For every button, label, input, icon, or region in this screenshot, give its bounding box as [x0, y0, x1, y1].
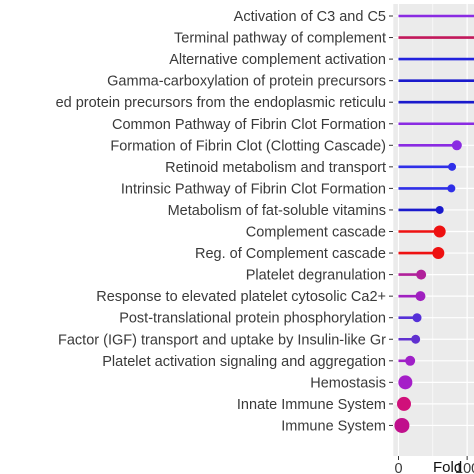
point — [451, 140, 462, 151]
point — [447, 184, 456, 193]
point — [416, 269, 427, 280]
point — [405, 355, 416, 366]
x-tick-label: 100 — [455, 461, 474, 474]
x-axis-title: Fold — [433, 459, 462, 474]
point — [433, 225, 446, 238]
y-axis-ticks — [389, 15, 393, 426]
category-label: Activation of C3 and C5 — [234, 9, 386, 25]
point — [412, 313, 422, 323]
point — [396, 396, 411, 411]
category-label: Retinoid metabolism and transport — [165, 160, 386, 176]
category-label: Post-translational protein phosphorylati… — [119, 311, 386, 327]
x-axis: 0 100 — [394, 456, 474, 474]
point — [435, 205, 444, 214]
category-label: Terminal pathway of complement — [174, 31, 386, 47]
category-label: ed protein precursors from the endoplasm… — [56, 95, 386, 111]
category-label: Alternative complement activation — [169, 52, 386, 68]
category-label: Response to elevated platelet cytosolic … — [96, 289, 386, 305]
point — [398, 375, 413, 390]
category-label: Formation of Fibrin Clot (Clotting Casca… — [110, 138, 386, 154]
point — [432, 247, 445, 260]
category-label: Platelet activation signaling and aggreg… — [102, 354, 386, 370]
x-tick-label: 0 — [394, 461, 402, 474]
category-label: Intrinsic Pathway of Fibrin Clot Formati… — [121, 181, 386, 197]
vertical-gridlines — [392, 4, 468, 456]
category-label: Common Pathway of Fibrin Clot Formation — [112, 117, 386, 133]
category-label: Platelet degranulation — [246, 268, 386, 284]
category-label: Gamma-carboxylation of protein precursor… — [107, 74, 386, 90]
point — [394, 417, 410, 433]
category-label: Metabolism of fat-soluble vitamins — [168, 203, 386, 219]
point — [411, 334, 421, 344]
category-label: Innate Immune System — [237, 397, 386, 413]
lollipop-points — [394, 140, 462, 433]
category-labels: Activation of C3 and C5 Terminal pathway … — [56, 9, 387, 434]
category-label: Complement cascade — [246, 225, 386, 241]
category-label: Hemostasis — [310, 375, 386, 391]
category-label: Immune System — [281, 418, 386, 434]
point — [448, 162, 457, 171]
category-label: Factor (IGF) transport and uptake by Ins… — [58, 332, 386, 348]
category-label: Reg. of Complement cascade — [195, 246, 386, 262]
point — [415, 291, 426, 302]
